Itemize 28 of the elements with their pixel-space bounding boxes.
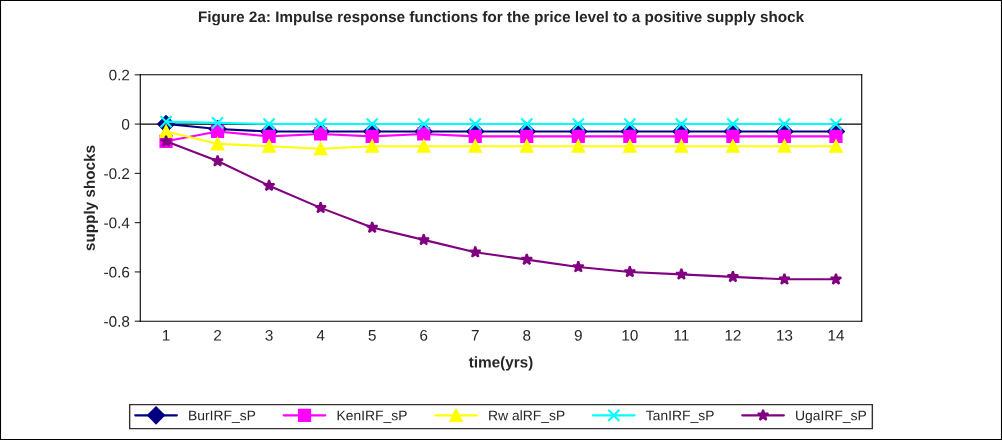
legend-label: BurIRF_sP [189,410,256,423]
x-tick-label: 12 [725,329,741,341]
x-tick-label: 4 [316,330,325,341]
y-tick-label: 0 [121,118,130,130]
y-tick-label: -0.6 [104,266,130,278]
x-tick-label: 11 [674,330,689,341]
x-tick-label: 6 [420,329,428,341]
chart-title: Figure 2a: Impulse response functions for the price level to a positive supply shock [198,11,805,26]
x-tick-label: 5 [368,330,376,341]
x-tick-label: 1 [162,330,170,341]
legend-label: KenIRF_sP [337,410,407,423]
x-tick-label: 13 [777,329,793,341]
x-tick-label: 2 [214,329,222,341]
y-tick-label: 0.2 [109,69,130,81]
legend-label: TanIRF_sP [646,410,714,423]
x-tick-label: 9 [574,329,582,341]
y-tick-label: -0.2 [104,168,130,180]
y-tick-label: -0.4 [104,217,130,229]
legend-label: UgaIRF_sP [796,410,867,424]
x-tick-label: 3 [265,329,273,341]
y-axis-title: supply shocks [83,145,98,251]
x-tick-label: 7 [471,330,479,341]
x-tick-label: 10 [622,329,638,341]
legend-label: Rw alRF_sP [489,410,565,423]
x-tick-label: 8 [523,329,531,341]
x-axis-title: time(yrs) [468,356,533,371]
y-tick-label: -0.8 [104,316,130,327]
x-tick-label: 14 [828,330,844,341]
